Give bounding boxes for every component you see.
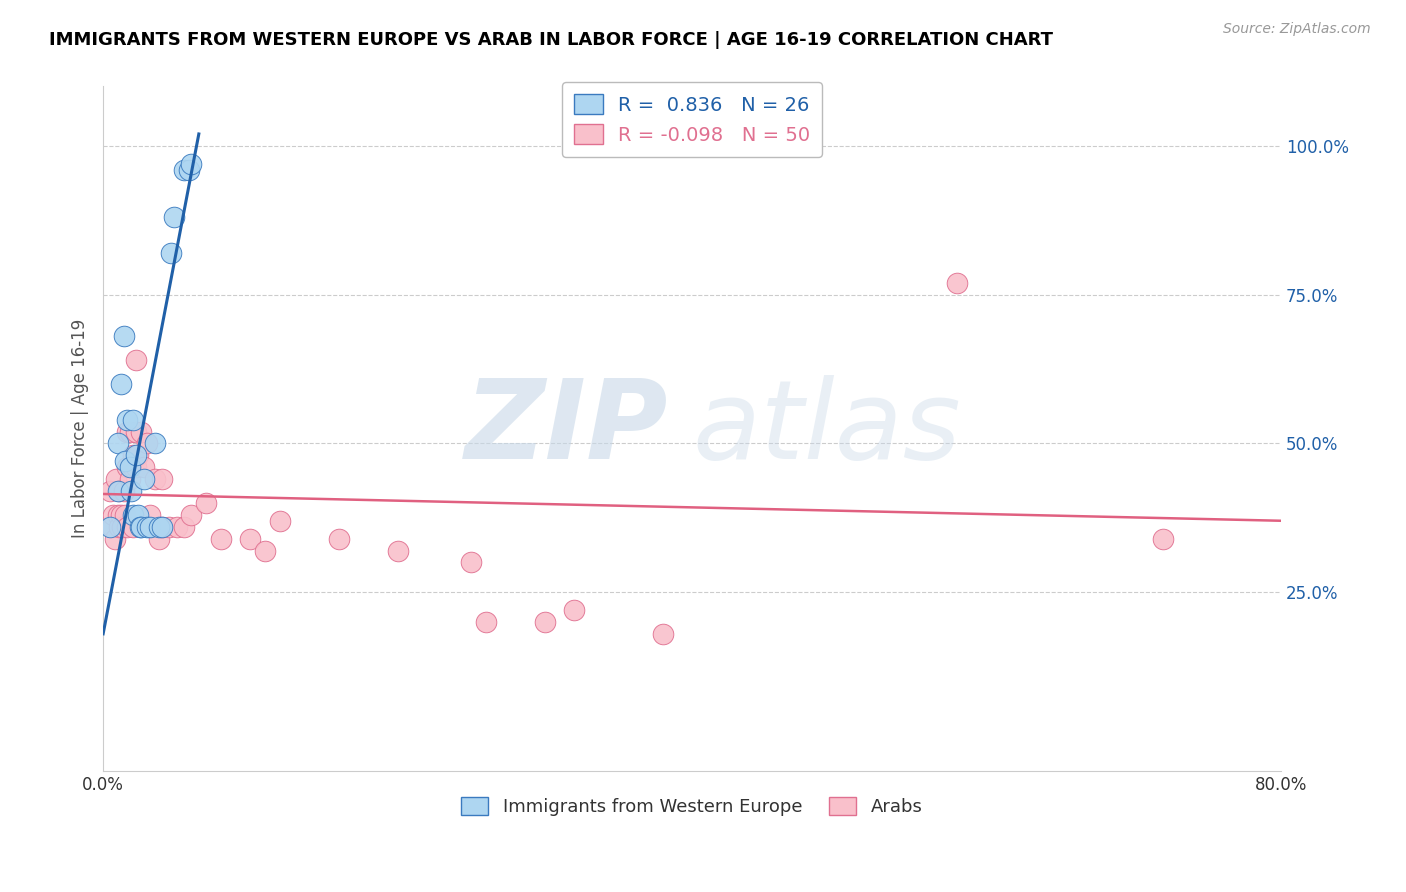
Text: Source: ZipAtlas.com: Source: ZipAtlas.com [1223, 22, 1371, 37]
Point [111, 519, 134, 533]
Point [180, 157, 202, 171]
Point [163, 211, 186, 225]
Point [136, 436, 159, 450]
Point [150, 519, 173, 533]
Point [139, 519, 162, 533]
Point [180, 508, 202, 522]
Point [136, 519, 159, 533]
Point [148, 532, 170, 546]
Point [533, 615, 555, 629]
Legend: Immigrants from Western Europe, Arabs: Immigrants from Western Europe, Arabs [454, 789, 929, 823]
Point [269, 514, 291, 528]
Point [562, 603, 585, 617]
Point [1152, 532, 1174, 546]
Point [143, 472, 166, 486]
Point [107, 436, 129, 450]
Point [107, 508, 129, 522]
Point [105, 472, 128, 486]
Text: IMMIGRANTS FROM WESTERN EUROPE VS ARAB IN LABOR FORCE | AGE 16-19 CORRELATION CH: IMMIGRANTS FROM WESTERN EUROPE VS ARAB I… [49, 31, 1053, 49]
Y-axis label: In Labor Force | Age 16-19: In Labor Force | Age 16-19 [72, 319, 89, 538]
Text: atlas: atlas [692, 375, 960, 482]
Point [115, 425, 138, 439]
Point [387, 543, 409, 558]
Point [121, 412, 143, 426]
Point [134, 460, 156, 475]
Point [112, 329, 135, 343]
Point [121, 519, 143, 533]
Point [150, 472, 173, 486]
Point [124, 425, 146, 439]
Point [177, 162, 200, 177]
Point [946, 276, 969, 290]
Point [103, 508, 125, 522]
Point [121, 508, 143, 522]
Point [460, 556, 482, 570]
Point [173, 162, 195, 177]
Point [651, 627, 673, 641]
Point [118, 472, 141, 486]
Point [124, 353, 146, 368]
Point [115, 412, 138, 426]
Point [166, 519, 188, 533]
Point [239, 532, 262, 546]
Point [107, 483, 129, 498]
Point [115, 519, 138, 533]
Point [148, 519, 170, 533]
Point [328, 532, 350, 546]
Point [475, 615, 498, 629]
Point [127, 448, 149, 462]
Point [209, 532, 232, 546]
Point [124, 448, 146, 462]
Point [121, 448, 143, 462]
Point [114, 454, 136, 468]
Point [134, 472, 156, 486]
Point [118, 425, 141, 439]
Point [100, 519, 122, 533]
Point [104, 532, 127, 546]
Point [129, 519, 152, 533]
Point [127, 508, 149, 522]
Point [131, 519, 153, 533]
Point [110, 376, 132, 391]
Point [195, 496, 218, 510]
Point [112, 483, 135, 498]
Point [101, 519, 124, 533]
Point [173, 519, 195, 533]
Point [108, 519, 131, 533]
Point [150, 519, 173, 533]
Point [121, 460, 143, 475]
Point [108, 483, 131, 498]
Point [254, 543, 277, 558]
Point [118, 460, 141, 475]
Point [114, 508, 136, 522]
Point [131, 425, 153, 439]
Point [157, 519, 180, 533]
Point [139, 508, 162, 522]
Point [115, 460, 138, 475]
Point [100, 483, 122, 498]
Point [143, 436, 166, 450]
Point [110, 508, 132, 522]
Point [120, 483, 142, 498]
Text: ZIP: ZIP [465, 375, 668, 482]
Point [160, 246, 183, 260]
Point [124, 460, 146, 475]
